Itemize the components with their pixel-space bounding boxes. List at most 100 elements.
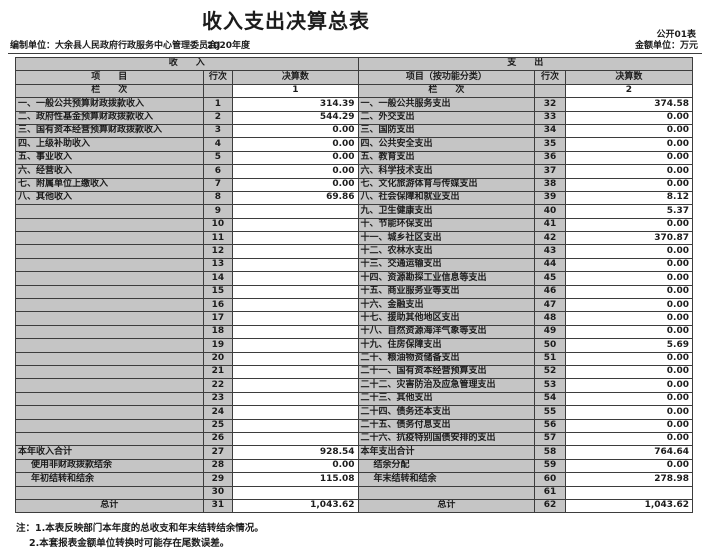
expense-amount: 0.00	[564, 351, 694, 366]
expense-item-label: 十八、自然资源海洋气象等支出	[357, 324, 536, 340]
income-item-label: 使用非财政拨款结余	[15, 458, 204, 474]
expense-amount: 764.64	[564, 445, 694, 460]
income-section-header: 收 入	[15, 56, 359, 72]
income-item-label	[15, 244, 204, 259]
income-amount	[232, 364, 359, 380]
expense-item-label: 二十四、债务还本支出	[357, 405, 536, 420]
expense-line-number: 60	[534, 472, 566, 487]
table-row: 14 十四、资源勘探工业信息等支出 45 0.00	[15, 271, 694, 286]
income-line-number: 12	[202, 244, 234, 259]
income-item-label: 总计	[15, 498, 204, 514]
income-amount	[232, 338, 359, 353]
table-row: 年初结转和结余 29 115.08 年末结转和结余 60 278.98	[15, 472, 694, 487]
income-amount	[232, 231, 359, 246]
income-line-number: 25	[202, 418, 234, 433]
table-row: 五、事业收入 5 0.00 五、教育支出 36 0.00	[15, 150, 694, 166]
income-amount: 0.00	[232, 123, 359, 139]
expense-amount: 0.00	[564, 177, 694, 192]
expense-item-label: 十九、住房保障支出	[357, 338, 536, 353]
expense-amount: 370.87	[564, 231, 694, 246]
expense-amount: 0.00	[564, 110, 694, 125]
income-line-number: 26	[202, 431, 234, 447]
income-line-number: 8	[202, 190, 234, 206]
table-row: 八、其他收入 8 69.86 八、社会保障和就业支出 39 8.12	[15, 190, 694, 206]
expense-item-label: 总计	[357, 498, 536, 514]
budget-summary-table: 收 入 支 出 项 目 行次 决算数 项目（按功能分类） 行次 决算数 栏 次 …	[15, 56, 694, 514]
expense-item-label: 二十一、国有资本经营预算支出	[357, 364, 536, 380]
income-item-label	[15, 378, 204, 393]
income-amount	[232, 378, 359, 393]
income-amount	[232, 324, 359, 340]
expense-line-number: 50	[534, 338, 566, 353]
fiscal-year: 2020年度	[207, 41, 251, 51]
income-item-label	[15, 405, 204, 420]
income-item-label	[15, 298, 204, 313]
table-body: 一、一般公共预算财政拨款收入 1 314.39 一、一般公共服务支出 32 374.58 二…	[15, 97, 694, 514]
income-item-label	[15, 217, 204, 233]
expense-item-label: 十、节能环保支出	[357, 217, 536, 233]
income-item-label: 四、上级补助收入	[15, 137, 204, 152]
expense-line-number: 56	[534, 418, 566, 433]
income-line-number: 9	[202, 204, 234, 219]
expense-line-number: 45	[534, 271, 566, 286]
form-code: 公开01表	[656, 30, 696, 40]
income-item-label	[15, 204, 204, 219]
income-item-label	[15, 351, 204, 366]
income-amount	[232, 418, 359, 433]
expense-amount: 0.00	[564, 405, 694, 420]
expense-amount: 0.00	[564, 418, 694, 433]
income-line-number: 30	[202, 485, 234, 500]
expense-line-number: 38	[534, 177, 566, 192]
meta-line: 编制单位：大余县人民政府行政服务中心管理委员会J 2020年度 金额单位：万元	[8, 38, 702, 54]
income-item-label	[15, 324, 204, 340]
income-line-number: 16	[202, 298, 234, 313]
expense-line-number: 57	[534, 431, 566, 447]
expense-item-label: 六、科学技术支出	[357, 164, 536, 179]
expense-line-number: 39	[534, 190, 566, 206]
table-row: 四、上级补助收入 4 0.00 四、公共安全支出 35 0.00	[15, 137, 694, 152]
table-row: 25 二十五、债务付息支出 56 0.00	[15, 418, 694, 433]
expense-item-label: 一、一般公共服务支出	[357, 97, 536, 112]
income-amount	[232, 485, 359, 500]
income-item-label: 八、其他收入	[15, 190, 204, 206]
income-amount	[232, 217, 359, 233]
expense-amount: 0.00	[564, 257, 694, 273]
expense-item-label: 九、卫生健康支出	[357, 204, 536, 219]
income-amount	[232, 431, 359, 447]
expense-line-number: 46	[534, 284, 566, 300]
income-line-number: 20	[202, 351, 234, 366]
expense-amount: 0.00	[564, 150, 694, 166]
income-amount: 0.00	[232, 150, 359, 166]
income-item-label: 六、经营收入	[15, 164, 204, 179]
prepared-by-label: 编制单位：	[10, 41, 56, 51]
expense-item-label: 二十二、灾害防治及应急管理支出	[357, 378, 536, 393]
table-row: 一、一般公共预算财政拨款收入 1 314.39 一、一般公共服务支出 32 374.58	[15, 97, 694, 112]
income-line-number: 2	[202, 110, 234, 125]
expense-amount: 0.00	[564, 217, 694, 233]
income-item-label: 二、政府性基金预算财政拨款收入	[15, 110, 204, 125]
income-line-number: 10	[202, 217, 234, 233]
table-row: 23 二十三、其他支出 54 0.00	[15, 391, 694, 407]
expense-amount: 1,043.62	[564, 498, 694, 514]
income-line-number: 13	[202, 257, 234, 273]
table-row: 15 十五、商业服务业等支出 46 0.00	[15, 284, 694, 300]
income-line-number: 31	[202, 498, 234, 514]
income-line-number: 18	[202, 324, 234, 340]
expense-item-label: 十一、城乡社区支出	[357, 231, 536, 246]
expense-column-number: 2	[564, 83, 694, 99]
table-row: 11 十一、城乡社区支出 42 370.87	[15, 231, 694, 246]
expense-amount: 0.00	[564, 458, 694, 474]
income-line-number: 17	[202, 311, 234, 326]
income-item-label	[15, 311, 204, 326]
column-number-label-income: 栏 次	[15, 83, 204, 99]
expense-amount: 0.00	[564, 364, 694, 380]
table-row: 22 二十二、灾害防治及应急管理支出 53 0.00	[15, 378, 694, 393]
expense-item-label: 十七、援助其他地区支出	[357, 311, 536, 326]
expense-item-label: 十三、交通运输支出	[357, 257, 536, 273]
income-item-label	[15, 364, 204, 380]
expense-item-label: 二十五、债务付息支出	[357, 418, 536, 433]
expense-item-label: 年末结转和结余	[357, 472, 536, 487]
income-amount: 314.39	[232, 97, 359, 112]
expense-item-label: 三、国防支出	[357, 123, 536, 139]
table-row: 六、经营收入 6 0.00 六、科学技术支出 37 0.00	[15, 164, 694, 179]
